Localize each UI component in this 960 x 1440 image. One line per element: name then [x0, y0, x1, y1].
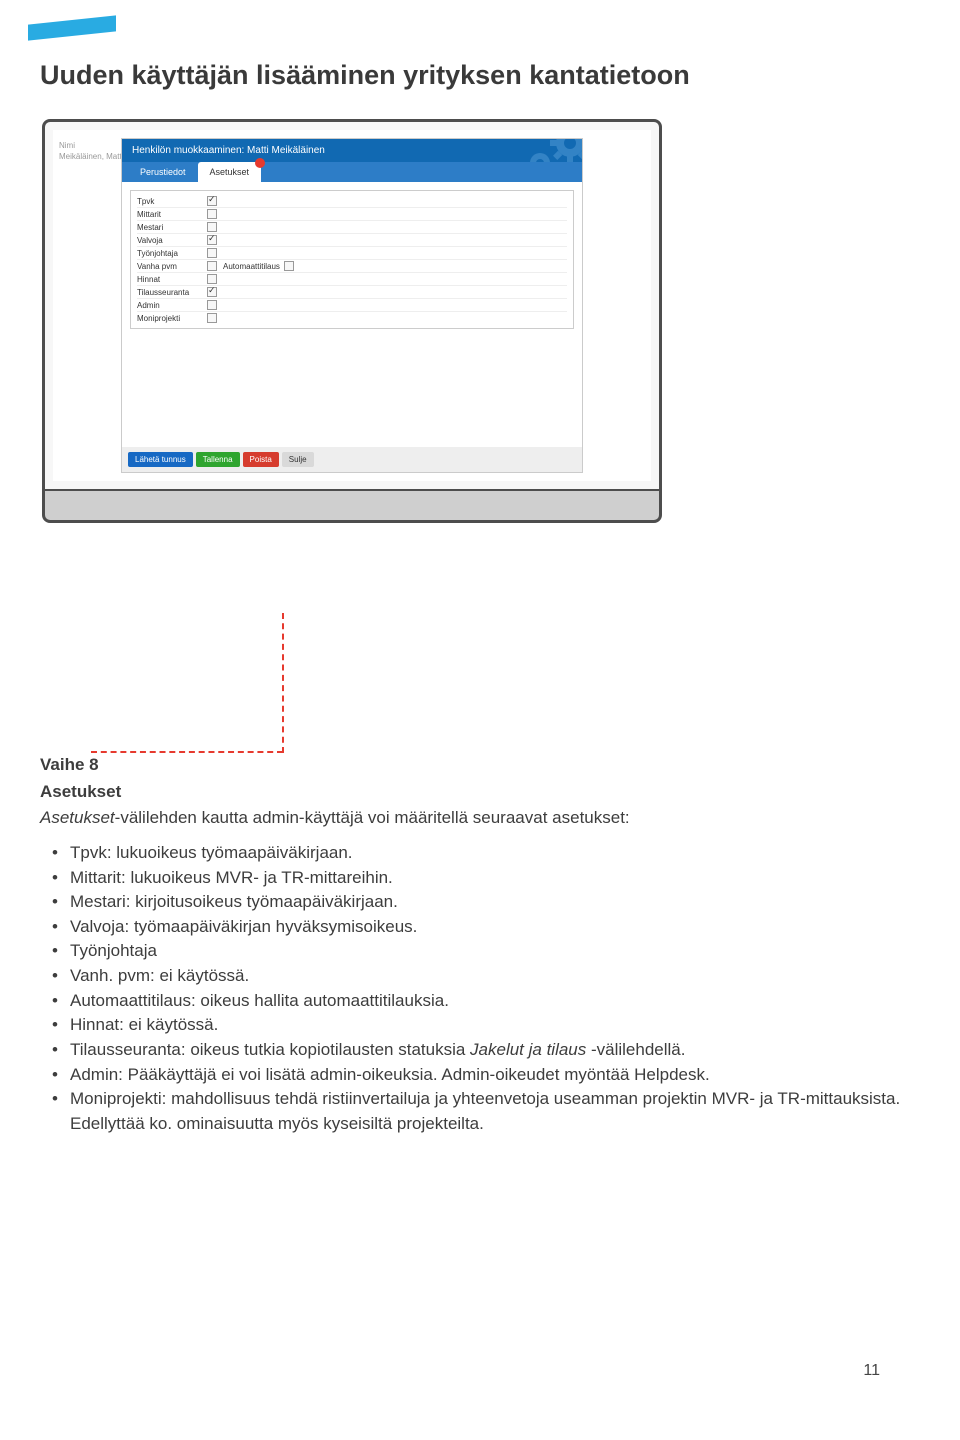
checklist-label: Työnjohtaja: [137, 249, 207, 258]
body-text: Vaihe 8 Asetukset Asetukset-välilehden k…: [40, 753, 920, 1137]
bullet-list: Tpvk: lukuoikeus työmaapäiväkirjaan.Mitt…: [40, 841, 920, 1137]
checkbox[interactable]: [207, 274, 217, 284]
lähetä-tunnus-button[interactable]: Lähetä tunnus: [128, 452, 193, 467]
checklist: Tpvk Mittarit Mestari Valvoja Työnjohtaja Van…: [130, 190, 574, 329]
page-title: Uuden käyttäjän lisääminen yrityksen kan…: [40, 60, 920, 91]
checkbox[interactable]: [207, 261, 217, 271]
checklist-row: Mittarit: [137, 208, 567, 221]
tab-label: Asetukset: [210, 167, 250, 177]
list-item: Mittarit: lukuoikeus MVR- ja TR-mittarei…: [66, 866, 920, 891]
tab-perustiedot[interactable]: Perustiedot: [128, 162, 198, 182]
tab-label: Perustiedot: [140, 167, 186, 177]
checklist-row: Tilausseuranta: [137, 286, 567, 299]
list-item: Moniprojekti: mahdollisuus tehdä ristiin…: [66, 1087, 920, 1136]
monitor-chin: [42, 489, 662, 523]
list-item: Vanh. pvm: ei käytössä.: [66, 964, 920, 989]
callout-connector: [40, 523, 920, 753]
checkbox[interactable]: [284, 261, 294, 271]
checkbox[interactable]: [207, 209, 217, 219]
modal-header: Henkilön muokkaaminen: Matti Meikäläinen: [122, 139, 582, 162]
list-item: Tpvk: lukuoikeus työmaapäiväkirjaan.: [66, 841, 920, 866]
modal-footer: Lähetä tunnusTallennaPoistaSulje: [122, 447, 582, 472]
list-item: Hinnat: ei käytössä.: [66, 1013, 920, 1038]
gear-icon: [522, 139, 582, 162]
checklist-label: Valvoja: [137, 236, 207, 245]
accent-bar: [28, 15, 116, 40]
list-item: Tilausseuranta: oikeus tutkia kopiotilau…: [66, 1038, 920, 1063]
tab-row: Perustiedot Asetukset: [122, 162, 582, 182]
checklist-row: Työnjohtaja: [137, 247, 567, 260]
checklist-row: Hinnat: [137, 273, 567, 286]
checkbox[interactable]: [207, 287, 217, 297]
intro-italic: Asetukset: [40, 808, 115, 827]
sulje-button[interactable]: Sulje: [282, 452, 314, 467]
list-item: Valvoja: työmaapäiväkirjan hyväksymisoik…: [66, 915, 920, 940]
checkbox[interactable]: [207, 313, 217, 323]
checklist-label: Moniprojekti: [137, 314, 207, 323]
poista-button[interactable]: Poista: [243, 452, 279, 467]
checkbox[interactable]: [207, 196, 217, 206]
tallenna-button[interactable]: Tallenna: [196, 452, 240, 467]
monitor-frame: Nimi Meikäläinen, Matti Henkilön muokkaa…: [42, 119, 662, 523]
intro-rest: -välilehden kautta admin-käyttäjä voi mä…: [115, 808, 630, 827]
tab-asetukset[interactable]: Asetukset: [198, 162, 262, 182]
checklist-row: Tpvk: [137, 195, 567, 208]
list-item: Automaattitilaus: oikeus hallita automaa…: [66, 989, 920, 1014]
checklist-label: Mittarit: [137, 210, 207, 219]
modal-body: Tpvk Mittarit Mestari Valvoja Työnjohtaja Van…: [122, 182, 582, 447]
callout-marker: [255, 158, 265, 168]
step-heading: Vaihe 8: [40, 753, 920, 778]
screen: Nimi Meikäläinen, Matti Henkilön muokkaa…: [53, 130, 651, 481]
modal: Henkilön muokkaaminen: Matti Meikäläinen: [121, 138, 583, 473]
checklist-row: Valvoja: [137, 234, 567, 247]
list-item: Mestari: kirjoitusoikeus työmaapäiväkirj…: [66, 890, 920, 915]
step-intro: Asetukset-välilehden kautta admin-käyttä…: [40, 806, 920, 831]
checklist-row: Mestari: [137, 221, 567, 234]
checklist-label: Tilausseuranta: [137, 288, 207, 297]
step-subheading: Asetukset: [40, 780, 920, 805]
checkbox[interactable]: [207, 235, 217, 245]
checklist-row: Moniprojekti: [137, 312, 567, 324]
checklist-row: Admin: [137, 299, 567, 312]
list-item: Työnjohtaja: [66, 939, 920, 964]
checklist-label: Admin: [137, 301, 207, 310]
checklist-label: Tpvk: [137, 197, 207, 206]
modal-title: Henkilön muokkaaminen: Matti Meikäläinen: [132, 145, 325, 156]
checklist-label: Mestari: [137, 223, 207, 232]
checklist-label: Vanha pvm: [137, 262, 207, 271]
checkbox[interactable]: [207, 300, 217, 310]
checklist-extra-label: Automaattitilaus: [223, 262, 280, 271]
page-number: 11: [863, 1362, 880, 1380]
checklist-label: Hinnat: [137, 275, 207, 284]
list-item: Admin: Pääkäyttäjä ei voi lisätä admin-o…: [66, 1063, 920, 1088]
checklist-row: Vanha pvm Automaattitilaus: [137, 260, 567, 273]
checkbox[interactable]: [207, 222, 217, 232]
checkbox[interactable]: [207, 248, 217, 258]
